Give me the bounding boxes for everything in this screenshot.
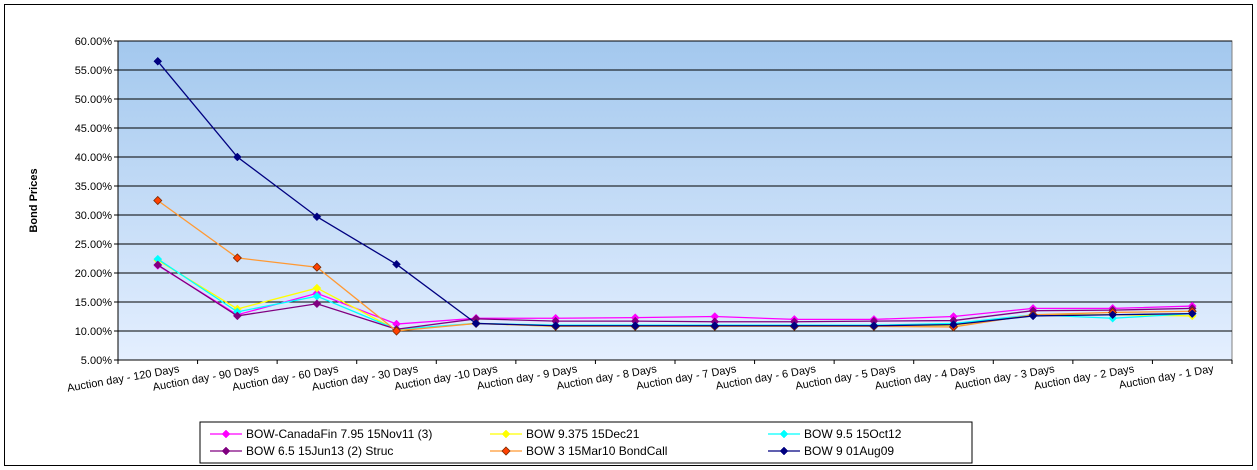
legend-item: BOW 9 01Aug09: [768, 444, 894, 458]
y-tick-label: 15.00%: [75, 297, 113, 309]
legend-label: BOW-CanadaFin 7.95 15Nov11 (3): [246, 427, 432, 441]
y-tick-label: 10.00%: [75, 326, 113, 338]
data-point: [1028, 311, 1038, 321]
series-line: [157, 60, 1193, 327]
series-line: [157, 264, 1193, 330]
y-tick-label: 35.00%: [75, 181, 113, 193]
data-point: [551, 321, 560, 331]
data-point: [153, 195, 163, 206]
y-tick-label: 55.00%: [75, 65, 113, 77]
legend-swatch-marker: [501, 429, 511, 439]
chart-frame: 5.00% 10.00% 15.00% 20.00% 25.00% 30.00% 35.00…: [4, 4, 1253, 466]
data-point: [312, 212, 322, 222]
y-tick-label: 45.00%: [75, 123, 113, 135]
line-chart: 5.00% 10.00% 15.00% 20.00% 25.00% 30.00% 35.00…: [28, 36, 1233, 464]
y-axis-title: Bond Prices: [28, 168, 40, 232]
legend-item: BOW 6.5 15Jun13 (2) Struc: [210, 444, 393, 458]
data-point: [1187, 309, 1197, 318]
data-point: [312, 262, 322, 272]
data-point: [630, 321, 640, 331]
legend-swatch-marker: [221, 446, 231, 456]
data-point: [869, 321, 879, 331]
legend-label: BOW 9.5 15Oct12: [804, 427, 902, 441]
data-point: [233, 311, 242, 321]
legend-label: BOW 9.375 15Dec21: [526, 427, 640, 441]
data-point: [949, 320, 958, 329]
legend-swatch-marker: [501, 446, 511, 456]
data-point: [1108, 310, 1117, 320]
legend-swatch-marker: [779, 446, 789, 456]
legend-label: BOW 6.5 15Jun13 (2) Struc: [246, 444, 393, 458]
data-point: [312, 299, 322, 309]
legend-swatch-marker: [221, 429, 231, 439]
series-5: [153, 56, 1197, 331]
data-point: [710, 321, 720, 331]
y-tick-label: 20.00%: [75, 268, 113, 280]
plot-area: [117, 40, 1233, 361]
data-point: [392, 259, 401, 269]
data-point: [790, 321, 799, 331]
legend-item: BOW 3 15Mar10 BondCall: [490, 444, 667, 458]
y-tick-label: 5.00%: [81, 355, 112, 367]
y-tick-label: 50.00%: [75, 94, 113, 106]
data-point: [153, 260, 163, 270]
y-tick-label: 60.00%: [75, 36, 113, 48]
legend-label: BOW 9 01Aug09: [804, 444, 894, 458]
legend-item: BOW 9.5 15Oct12: [768, 427, 902, 441]
legend-label: BOW 3 15Mar10 BondCall: [526, 444, 667, 458]
y-tick-label: 30.00%: [75, 210, 113, 222]
data-point: [471, 319, 481, 328]
data-point: [232, 253, 242, 263]
y-tick-label: 25.00%: [75, 239, 113, 251]
y-tick-label: 40.00%: [75, 152, 113, 164]
series-line: [157, 264, 1193, 325]
legend-item: BOW-CanadaFin 7.95 15Nov11 (3): [210, 427, 432, 441]
data-point: [153, 56, 163, 66]
data-point: [391, 326, 402, 336]
legend-swatch-marker: [779, 429, 789, 439]
legend: [199, 421, 973, 464]
data-point: [233, 152, 242, 162]
legend-item: BOW 9.375 15Dec21: [490, 427, 640, 441]
